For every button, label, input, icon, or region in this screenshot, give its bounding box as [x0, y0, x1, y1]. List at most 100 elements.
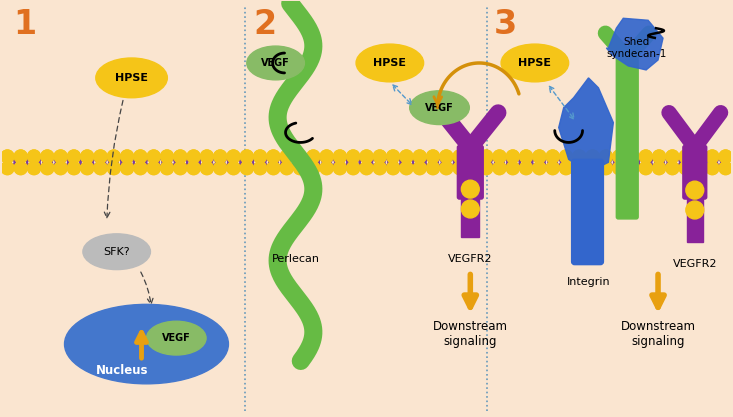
Text: 2: 2: [254, 8, 277, 41]
Text: Downstream
signaling: Downstream signaling: [621, 320, 696, 348]
Circle shape: [652, 162, 666, 175]
Circle shape: [600, 162, 612, 175]
Circle shape: [147, 150, 161, 163]
Circle shape: [652, 162, 666, 175]
FancyBboxPatch shape: [572, 159, 603, 265]
Circle shape: [54, 162, 67, 175]
Circle shape: [134, 150, 147, 163]
Circle shape: [200, 162, 213, 175]
Circle shape: [240, 150, 254, 163]
Circle shape: [121, 162, 133, 175]
Circle shape: [94, 162, 107, 175]
Circle shape: [347, 162, 360, 175]
Circle shape: [600, 150, 612, 163]
Circle shape: [254, 150, 267, 163]
Circle shape: [613, 150, 626, 163]
Circle shape: [613, 162, 626, 175]
Text: VEGF: VEGF: [425, 103, 454, 113]
Circle shape: [254, 162, 267, 175]
Circle shape: [81, 162, 94, 175]
Circle shape: [307, 162, 320, 175]
Circle shape: [679, 150, 692, 163]
Circle shape: [280, 150, 293, 163]
Ellipse shape: [83, 234, 150, 269]
Circle shape: [427, 150, 440, 163]
Circle shape: [134, 150, 147, 163]
Circle shape: [400, 162, 413, 175]
Circle shape: [134, 162, 147, 175]
Circle shape: [507, 162, 519, 175]
Circle shape: [227, 162, 240, 175]
Circle shape: [533, 150, 546, 163]
Circle shape: [413, 150, 426, 163]
Circle shape: [427, 162, 440, 175]
Circle shape: [719, 150, 732, 163]
Circle shape: [386, 150, 399, 163]
Circle shape: [440, 162, 453, 175]
Circle shape: [586, 150, 599, 163]
Circle shape: [107, 150, 120, 163]
FancyBboxPatch shape: [687, 194, 703, 242]
Circle shape: [400, 150, 413, 163]
Circle shape: [41, 162, 54, 175]
Circle shape: [546, 150, 559, 163]
Text: HPSE: HPSE: [115, 73, 148, 83]
Circle shape: [1, 150, 14, 163]
Text: HPSE: HPSE: [518, 58, 551, 68]
Circle shape: [440, 162, 453, 175]
Circle shape: [360, 162, 373, 175]
Circle shape: [440, 150, 453, 163]
Polygon shape: [559, 78, 614, 172]
Circle shape: [639, 162, 652, 175]
Circle shape: [626, 162, 639, 175]
Text: Nucleus: Nucleus: [95, 364, 148, 377]
Circle shape: [427, 150, 440, 163]
Circle shape: [559, 150, 572, 163]
Circle shape: [240, 162, 254, 175]
Circle shape: [520, 150, 533, 163]
Circle shape: [14, 162, 27, 175]
Circle shape: [719, 150, 732, 163]
Circle shape: [1, 150, 14, 163]
Circle shape: [254, 150, 267, 163]
Circle shape: [493, 150, 506, 163]
Circle shape: [520, 150, 533, 163]
Circle shape: [267, 162, 280, 175]
Circle shape: [373, 162, 386, 175]
Circle shape: [293, 162, 306, 175]
Circle shape: [54, 162, 67, 175]
Circle shape: [67, 150, 81, 163]
Circle shape: [626, 150, 639, 163]
Circle shape: [200, 162, 213, 175]
Circle shape: [254, 162, 267, 175]
Circle shape: [187, 162, 200, 175]
Circle shape: [693, 150, 705, 163]
Circle shape: [386, 162, 399, 175]
Circle shape: [652, 150, 666, 163]
Circle shape: [427, 162, 440, 175]
Circle shape: [533, 150, 546, 163]
Circle shape: [533, 162, 546, 175]
Circle shape: [453, 162, 466, 175]
Circle shape: [413, 162, 426, 175]
Circle shape: [719, 162, 732, 175]
Circle shape: [187, 150, 200, 163]
Circle shape: [652, 150, 666, 163]
Circle shape: [214, 150, 226, 163]
Circle shape: [121, 150, 133, 163]
Circle shape: [347, 162, 360, 175]
Circle shape: [14, 150, 27, 163]
Circle shape: [280, 162, 293, 175]
Text: Perlecan: Perlecan: [271, 254, 320, 264]
Circle shape: [240, 150, 254, 163]
Circle shape: [267, 150, 280, 163]
Text: Integrin: Integrin: [567, 276, 611, 286]
Circle shape: [28, 150, 40, 163]
Circle shape: [706, 162, 719, 175]
Circle shape: [81, 150, 94, 163]
Circle shape: [686, 201, 704, 219]
Circle shape: [693, 162, 705, 175]
Circle shape: [1, 162, 14, 175]
Circle shape: [679, 150, 692, 163]
Text: VEGF: VEGF: [261, 58, 290, 68]
